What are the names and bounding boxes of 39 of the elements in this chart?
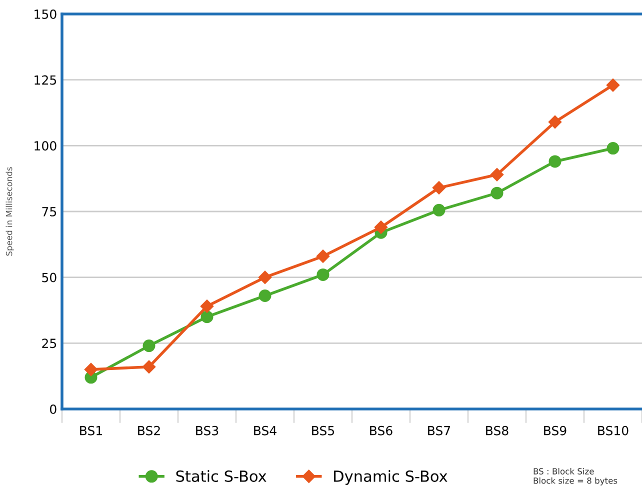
x-tick-label: BS1 bbox=[80, 426, 102, 436]
x-tick-label: BS3 bbox=[196, 426, 218, 436]
y-tick-label: 125 bbox=[34, 75, 56, 85]
legend-label: Dynamic S-Box bbox=[334, 470, 448, 485]
x-tick-label: BS10 bbox=[598, 426, 628, 436]
x-tick-label: BS8 bbox=[486, 426, 508, 436]
point bbox=[84, 362, 98, 376]
point bbox=[142, 360, 156, 374]
point bbox=[258, 290, 272, 302]
x-tick-label: BS4 bbox=[254, 426, 276, 436]
point bbox=[316, 250, 330, 263]
x-tick-label: BS2 bbox=[138, 426, 160, 436]
point bbox=[606, 142, 620, 155]
y-tick-label: 0 bbox=[50, 404, 56, 414]
point bbox=[432, 204, 446, 216]
point bbox=[142, 340, 156, 352]
point bbox=[548, 155, 562, 168]
x-tick-label: BS5 bbox=[312, 426, 334, 436]
legend-label: Static S-Box bbox=[176, 470, 266, 482]
point bbox=[200, 300, 214, 313]
point bbox=[490, 168, 504, 182]
point bbox=[258, 270, 272, 284]
y-axis-title: Speed in Milliseconds bbox=[6, 167, 14, 256]
y-tick-label: 100 bbox=[34, 141, 56, 151]
y-tick-label: 50 bbox=[42, 272, 56, 282]
x-tick-label: BS7 bbox=[428, 426, 450, 436]
x-tick-label: BS6 bbox=[370, 426, 392, 436]
y-tick-label: 25 bbox=[42, 338, 56, 348]
point bbox=[548, 115, 562, 129]
point bbox=[316, 268, 330, 281]
point bbox=[374, 220, 388, 234]
point bbox=[490, 186, 504, 200]
x-tick-label: BS9 bbox=[544, 426, 566, 436]
text: BS : Block Size Block size = 8 bytes bbox=[534, 468, 618, 486]
point bbox=[606, 78, 620, 92]
point bbox=[432, 181, 446, 194]
y-tick-label: 75 bbox=[42, 207, 56, 216]
y-tick-label: 150 bbox=[34, 9, 56, 19]
point bbox=[200, 310, 214, 324]
